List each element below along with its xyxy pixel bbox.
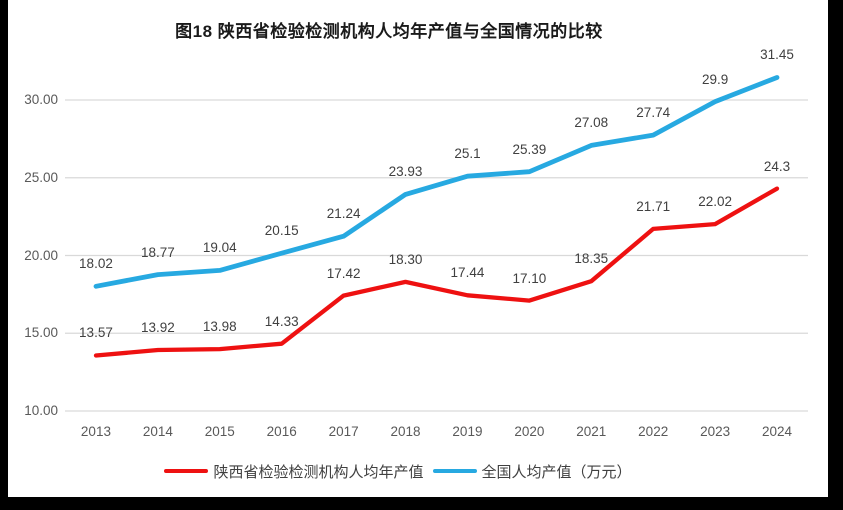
chart-title: 图18 陕西省检验检测机构人均年产值与全国情况的比较 — [175, 22, 603, 41]
legend-label-shaanxi: 陕西省检验检测机构人均年产值 — [213, 463, 424, 481]
chart-background — [8, 0, 828, 497]
series-line-shaanxi — [93, 186, 780, 358]
legend-label-national: 全国人均产值（万元） — [481, 463, 632, 481]
legend: 陕西省检验检测机构人均年产值 全国人均产值（万元） — [8, 459, 788, 483]
legend-line-shaanxi-sample — [164, 469, 209, 473]
legend-line-national-sample — [432, 469, 477, 473]
series-line-national — [93, 75, 780, 289]
